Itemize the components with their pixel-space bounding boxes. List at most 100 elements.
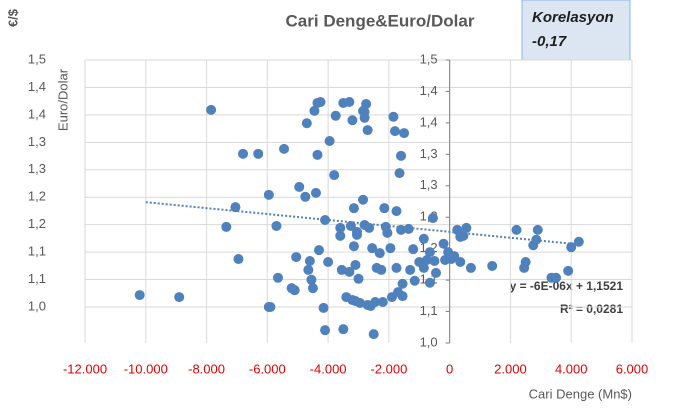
trendline-r2: R² = 0,0281 [560,302,623,316]
point [323,257,334,268]
x-tick-label: -12.000 [63,361,107,376]
point [391,262,402,273]
point [344,96,355,107]
y-tick-label: 1,5 [28,51,46,66]
x-tick-label: 6.000 [616,361,649,376]
point [396,224,407,235]
x-tick-label: -8.000 [188,361,225,376]
point [309,105,320,116]
point [424,247,435,258]
point [303,264,314,275]
point [347,115,358,126]
point [409,275,420,286]
point [272,272,283,283]
annotation-box [521,0,631,61]
y2-tick-label: 1,1 [420,303,438,318]
x-tick-label: 4.000 [555,361,588,376]
y-axis-unit: €/$ [5,8,20,27]
point [304,256,315,267]
x-tick-label: 0 [446,361,453,376]
y-tick-label: 1,4 [28,106,46,121]
point [294,181,305,192]
point [532,224,543,235]
trendline-equation: y = -6E-06x + 1,1521 [510,279,624,293]
point [403,223,414,234]
point [362,125,373,136]
point [520,257,531,268]
point [364,222,375,233]
x-tick-label: -4.000 [310,361,347,376]
point [279,143,290,154]
y-tick-label: 1,2 [28,216,46,231]
point [348,203,359,214]
y-tick-label: 1,4 [28,79,46,94]
y2-tick-label: 1,0 [420,334,438,349]
point [374,248,385,259]
point [238,148,249,159]
point [174,292,185,303]
point [430,267,441,278]
point [418,233,429,244]
y-tick-label: 1,3 [28,161,46,176]
point [324,135,335,146]
point [379,203,390,214]
point [310,187,321,198]
point [221,221,232,232]
point [320,325,331,336]
point [361,98,372,109]
point [388,111,399,122]
point [465,262,476,273]
point [394,168,405,179]
point [307,283,318,294]
point [336,264,347,275]
point [301,118,312,129]
y2-tick-label: 1,3 [420,177,438,192]
x-tick-label: 2.000 [494,361,527,376]
y2-tick-label: 1,3 [420,146,438,161]
y2-tick-label: 1,5 [420,51,438,66]
point [551,272,562,283]
chart-title: Cari Denge&Euro/Dolar [286,11,475,30]
point [397,291,408,302]
point [511,224,522,235]
point [335,230,346,241]
point [206,104,217,115]
point [385,243,396,254]
point [421,255,432,266]
y2-tick-label: 1,4 [420,114,438,129]
point [563,265,574,276]
point [253,148,264,159]
point [306,274,317,285]
point [391,206,402,217]
point [455,257,466,268]
point [418,262,429,273]
point [348,241,359,252]
point [351,226,362,237]
point [376,264,387,275]
point [461,222,472,233]
x-tick-label: -10.000 [124,361,168,376]
y-tick-label: 1,0 [28,298,46,313]
point [335,222,346,233]
point [359,106,370,117]
point [389,126,400,137]
point [368,329,379,340]
point [318,302,329,313]
point [566,242,577,253]
annotation-line: -0,17 [532,33,567,50]
point [353,273,364,284]
y-axis-label: Euro/Dolar [55,68,70,131]
y-tick-label: 1,3 [28,134,46,149]
point [377,297,388,308]
point [289,285,300,296]
point [487,260,498,271]
point [313,245,324,256]
x-tick-label: -2.000 [370,361,407,376]
point [312,149,323,160]
point [344,266,355,277]
point [315,96,326,107]
point [382,227,393,238]
point [350,259,361,270]
point [338,324,349,335]
point [330,110,341,121]
